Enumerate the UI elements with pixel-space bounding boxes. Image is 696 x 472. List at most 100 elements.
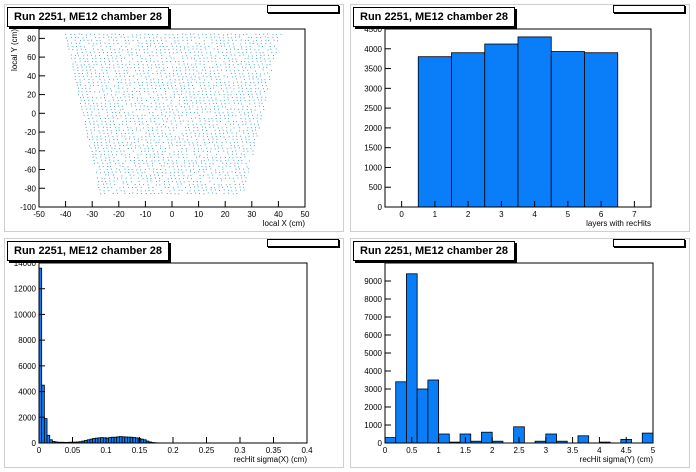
scatter-point <box>183 175 185 177</box>
scatter-point <box>147 88 149 90</box>
scatter-point <box>206 93 207 95</box>
scatter-point <box>222 106 223 108</box>
scatter-point <box>194 133 196 134</box>
scatter-point <box>249 103 251 105</box>
scatter-point <box>248 171 250 173</box>
scatter-point <box>168 49 170 50</box>
scatter-point <box>100 142 102 143</box>
scatter-point <box>133 160 135 161</box>
scatter-point <box>243 186 245 188</box>
scatter-point <box>256 76 257 78</box>
scatter-point <box>117 192 118 194</box>
scatter-point <box>203 43 205 45</box>
scatter-point <box>129 76 131 77</box>
scatter-point <box>240 85 242 87</box>
scatter-point <box>280 33 282 35</box>
scatter-point <box>170 61 171 63</box>
scatter-point <box>261 103 263 105</box>
scatter-point <box>215 171 217 173</box>
scatter-point <box>189 73 191 75</box>
scatter-point <box>205 166 207 168</box>
scatter-point <box>143 109 145 111</box>
scatter-point <box>70 54 72 56</box>
scatter-point <box>86 37 88 39</box>
scatter-point <box>134 184 136 185</box>
scatter-point <box>170 43 172 45</box>
scatter-point <box>268 40 270 41</box>
scatter-point <box>134 81 136 83</box>
scatter-point <box>225 139 226 140</box>
scatter-point <box>234 184 236 185</box>
histogram-bar <box>545 433 557 444</box>
scatter-point <box>125 118 127 120</box>
scatter-point <box>244 118 246 120</box>
scatter-point <box>249 118 251 120</box>
scatter-point <box>223 136 225 138</box>
scatter-point <box>272 36 274 38</box>
scatter-point <box>222 112 224 114</box>
scatter-point <box>165 40 167 42</box>
scatter-point <box>222 166 224 168</box>
scatter-point <box>254 102 256 104</box>
scatter-point <box>245 84 246 86</box>
scatter-point <box>98 52 100 54</box>
scatter-point <box>120 190 122 192</box>
scatter-point <box>168 127 169 129</box>
scatter-point <box>121 67 123 69</box>
scatter-point <box>221 127 223 129</box>
scatter-point <box>155 88 156 89</box>
scatter-point <box>199 154 201 156</box>
scatter-point <box>158 64 160 66</box>
scatter-point <box>115 75 117 77</box>
scatter-point <box>124 135 126 137</box>
scatter-point <box>221 142 223 143</box>
scatter-point <box>193 73 194 75</box>
scatter-point <box>237 145 239 146</box>
scatter-point <box>119 169 120 171</box>
scatter-point <box>258 87 260 89</box>
scatter-point <box>187 120 189 122</box>
scatter-point <box>148 93 150 95</box>
scatter-point <box>108 135 110 137</box>
scatter-point <box>237 85 239 87</box>
scatter-point <box>232 135 234 137</box>
scatter-point <box>78 87 79 89</box>
scatter-point <box>174 114 176 116</box>
scatter-point <box>233 85 235 87</box>
scatter-point <box>189 52 191 53</box>
scatter-point <box>142 84 143 86</box>
scatter-point <box>248 94 249 95</box>
scatter-point <box>232 97 233 98</box>
scatter-point <box>212 157 213 159</box>
scatter-point <box>109 139 111 141</box>
scatter-point <box>183 61 185 62</box>
scatter-point <box>272 57 274 59</box>
scatter-point <box>128 43 130 45</box>
y-tick-label: 1000 <box>364 421 382 430</box>
scatter-point <box>210 151 211 153</box>
scatter-point <box>227 99 229 101</box>
scatter-point <box>210 148 212 150</box>
scatter-point <box>242 108 244 110</box>
scatter-point <box>125 46 127 48</box>
scatter-point <box>135 147 136 149</box>
scatter-point <box>84 46 86 48</box>
scatter-point <box>83 114 85 116</box>
scatter-point <box>136 193 138 194</box>
scatter-point <box>152 150 154 152</box>
scatter-point <box>123 91 125 93</box>
scatter-point <box>123 145 124 146</box>
scatter-point <box>230 123 231 125</box>
scatter-point <box>155 108 157 110</box>
scatter-point <box>144 114 146 116</box>
scatter-point <box>146 121 147 122</box>
scatter-point <box>138 63 139 65</box>
scatter-point <box>100 61 102 63</box>
scatter-point <box>260 40 262 42</box>
scatter-point <box>250 148 252 150</box>
scatter-point <box>94 144 96 146</box>
scatter-point <box>117 43 119 44</box>
scatter-point <box>273 55 274 56</box>
scatter-point <box>216 124 218 126</box>
scatter-point <box>99 75 100 77</box>
